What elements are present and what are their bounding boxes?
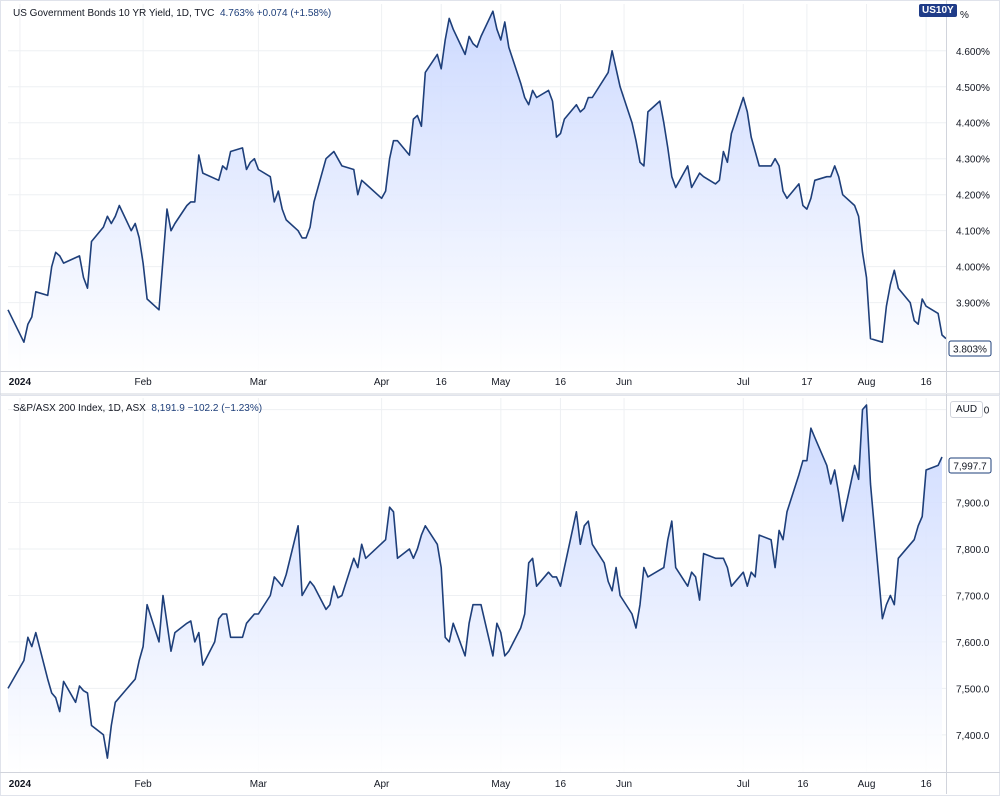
x-tick-label: Jun: [616, 377, 632, 388]
x-tick-label: Mar: [250, 377, 268, 388]
symbol-badge[interactable]: US10Y: [919, 4, 957, 17]
y-tick-label: 7,600.0: [956, 638, 990, 649]
y-tick-label: 3.900%: [956, 299, 990, 310]
series-line: [7, 10, 947, 343]
legend-asx200: S&P/ASX 200 Index, 1D, ASX 8,191.9 −102.…: [13, 403, 262, 414]
x-tick-label: Feb: [135, 779, 153, 790]
x-tick-label: Apr: [374, 377, 390, 388]
y-tick-label: 4.600%: [956, 47, 990, 58]
x-tick-label: 16: [921, 377, 933, 388]
x-tick-label: 16: [555, 377, 567, 388]
legend-last: 8,191.9: [151, 403, 185, 414]
legend-last: 4.763%: [219, 8, 254, 19]
x-tick-label: Aug: [858, 377, 876, 388]
x-tick-label: Jul: [737, 779, 750, 790]
x-tick-label: Feb: [135, 377, 153, 388]
x-tick-label: Mar: [250, 779, 268, 790]
legend-change: −102.2 (−1.23%): [187, 403, 263, 414]
y-tick-label: 7,500.0: [956, 684, 990, 695]
x-tick-label: 2024: [9, 377, 32, 388]
legend-change: +0.074 (+1.58%): [256, 8, 332, 19]
y-tick-label: 4.100%: [956, 227, 990, 238]
y-tick-label: 4.200%: [956, 191, 990, 202]
y-tick-label: 4.000%: [956, 263, 990, 274]
y-tick-label: 7,700.0: [956, 591, 990, 602]
last-value-label: 3.803%: [948, 340, 992, 357]
y-tick-label: 7,900.0: [956, 499, 990, 510]
y-tick-label: 7,800.0: [956, 545, 990, 556]
x-tick-label: 16: [436, 377, 448, 388]
x-tick-label: May: [491, 377, 510, 388]
series-area: [8, 11, 946, 371]
legend-title: US Government Bonds 10 YR Yield, 1D, TVC: [13, 8, 215, 19]
chart-pane-1: 2024 Feb Mar Apr May 16 Jun Jul 16 Aug 16 7,400.0 7,…: [0, 394, 1000, 794]
x-tick-label: 2024: [9, 779, 32, 790]
unit-label[interactable]: AUD: [950, 401, 984, 418]
legend-us10y: US Government Bonds 10 YR Yield, 1D, TVC…: [13, 8, 331, 19]
x-tick-label: Jun: [616, 779, 632, 790]
y-tick-label: 7,400.0: [956, 731, 990, 742]
unit-label: %: [960, 10, 969, 21]
series-area: [8, 405, 942, 772]
last-value-text: 7,997.7: [953, 462, 987, 473]
x-tick-label: Jul: [737, 377, 750, 388]
last-value-label: 7,997.7: [948, 457, 992, 474]
x-tick-label: Apr: [374, 779, 390, 790]
x-tick-label: 17: [801, 377, 813, 388]
x-tick-label: 16: [921, 779, 933, 790]
legend-title: S&P/ASX 200 Index, 1D, ASX: [13, 403, 146, 414]
y-tick-label: 4.300%: [956, 155, 990, 166]
y-tick-label: 4.400%: [956, 119, 990, 130]
x-tick-label: 16: [555, 779, 567, 790]
y-tick-label: 4.500%: [956, 83, 990, 94]
last-value-box: [948, 340, 992, 357]
x-tick-label: 16: [797, 779, 809, 790]
x-tick-label: May: [491, 779, 510, 790]
chart-pane-0: 2024 Feb Mar Apr 16 May 16 Jun Jul 17 Aug 16 3.900% 4…: [0, 0, 1000, 393]
series-line: [7, 404, 943, 759]
x-tick-label: Aug: [858, 779, 876, 790]
last-value-text: 3.803%: [953, 345, 987, 356]
last-value-box: [948, 457, 992, 474]
